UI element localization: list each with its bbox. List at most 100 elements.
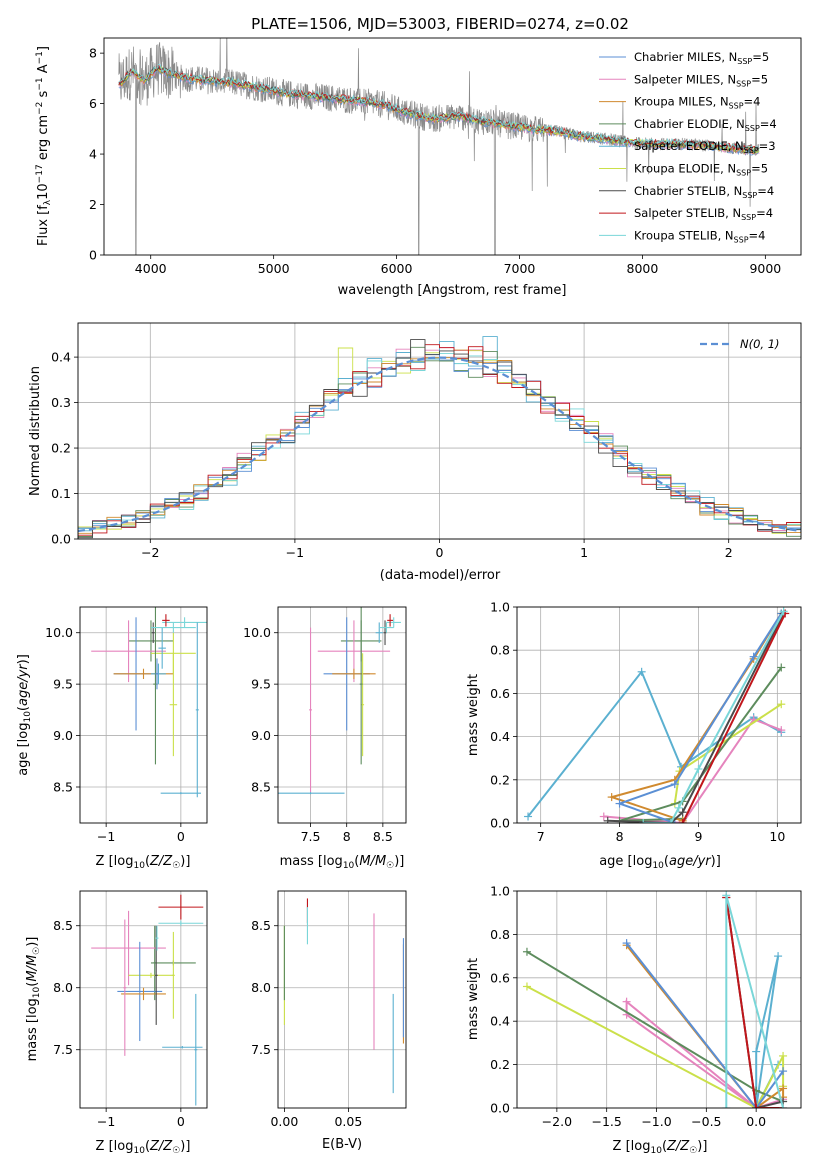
data-point	[722, 1104, 731, 1108]
data-point	[674, 803, 683, 812]
error-bar	[128, 620, 174, 662]
data-point	[779, 1067, 788, 1076]
y-tick-label: 10.0	[45, 625, 73, 640]
y-tick-label: 0.6	[490, 970, 510, 985]
legend-entry: Salpeter MILES, NSSP=5	[634, 72, 768, 88]
series	[599, 715, 786, 823]
series	[524, 667, 786, 821]
series-line	[526, 985, 785, 1108]
data-point	[694, 765, 703, 773]
y-tick-label: 8.5	[251, 780, 271, 795]
y-tick-label: 0.4	[490, 729, 510, 744]
data-point	[670, 780, 679, 789]
plot-area	[91, 607, 207, 798]
axes-massweight_vs_Z: −2.0 −1.5 −1.0 −0.5 0.0 0.0 0.2 0.4 0.6 0.8 1.0	[490, 884, 802, 1129]
plot-area	[522, 891, 788, 1108]
legend: N(0, 1)	[700, 337, 780, 351]
legend-entry: Chabrier MILES, NSSP=5	[634, 50, 769, 66]
x-tick-label: 9	[694, 829, 702, 844]
series	[722, 891, 788, 1108]
x-tick-label: 7.5	[301, 829, 321, 844]
data-point	[777, 663, 786, 672]
y-axis-label: Normed distribution	[28, 366, 43, 496]
axes-mass_vs_ebv: 0.00 0.05 7.5 8.0 8.5	[251, 890, 407, 1129]
x-axis-label: Z [log10(Z/Z☉)]	[96, 854, 191, 871]
error-bar	[155, 925, 159, 951]
error-bar	[278, 792, 345, 795]
x-tick-label: 0	[177, 829, 185, 844]
error-bar	[194, 993, 198, 1106]
series	[678, 609, 790, 823]
x-tick-label: −2	[141, 545, 159, 560]
x-tick-label: 7000	[504, 261, 536, 276]
data-point	[522, 982, 531, 991]
residual-histogram	[78, 344, 801, 539]
y-tick-label: 8.5	[53, 918, 73, 933]
error-bar	[151, 622, 155, 643]
series-line	[625, 942, 784, 1108]
y-tick-label: 8	[89, 46, 97, 61]
y-tick-label: 8.5	[53, 780, 73, 795]
x-tick-label: 4000	[135, 261, 167, 276]
data-point	[622, 997, 631, 1006]
x-tick-label: −1.0	[641, 1114, 671, 1129]
data-point	[615, 799, 624, 808]
data-point	[752, 1104, 761, 1108]
x-tick-label: 8	[616, 829, 624, 844]
data-point	[666, 819, 675, 823]
y-tick-label: 0.1	[51, 486, 71, 501]
data-point	[603, 816, 612, 823]
x-axis-label: (data-model)/error	[380, 568, 501, 583]
x-tick-label: −0.5	[691, 1114, 721, 1129]
error-bar	[387, 614, 393, 627]
axes-frame	[277, 890, 407, 1109]
x-tick-label: 8	[343, 829, 351, 844]
plot-area	[118, 38, 760, 255]
series	[639, 607, 788, 823]
x-tick-label: −1	[97, 829, 115, 844]
legend-entry: Chabrier STELIB, NSSP=4	[634, 184, 774, 200]
data-point	[522, 947, 531, 956]
data-point	[722, 891, 731, 900]
y-tick-label: 1.0	[490, 884, 510, 899]
y-tick-label: 0.4	[51, 350, 71, 365]
axes-frame	[79, 890, 208, 1109]
legend-entry: Salpeter ELODIE, NSSP=3	[634, 139, 776, 155]
error-bar	[171, 931, 175, 1019]
x-axis-label: Z [log10(Z/Z☉)]	[613, 1139, 708, 1156]
error-bar	[162, 1046, 203, 1049]
legend-entry: N(0, 1)	[740, 337, 780, 351]
y-tick-label: 0.2	[490, 772, 510, 787]
x-tick-label: 0.05	[334, 1114, 362, 1129]
series-line	[681, 613, 787, 823]
legend-entry: Salpeter STELIB, NSSP=4	[634, 206, 773, 222]
x-axis-label: E(B-V)	[322, 1137, 362, 1152]
y-tick-label: 0.0	[51, 532, 71, 547]
error-bar	[91, 910, 166, 986]
data-point	[599, 812, 608, 821]
error-bar	[128, 972, 174, 978]
x-tick-label: 1	[580, 545, 588, 560]
data-point	[752, 1047, 761, 1056]
axes-frame	[77, 322, 802, 540]
y-tick-label: 9.0	[53, 728, 73, 743]
axes-frame	[516, 606, 802, 824]
y-tick-label: 8.0	[251, 980, 271, 995]
error-bar	[91, 620, 166, 683]
axes-massweight_vs_age: 7 8 9 10 0.0 0.2 0.4 0.6 0.8 1.0	[490, 600, 802, 844]
y-tick-label: 10.0	[243, 625, 271, 640]
x-tick-label: 0	[436, 545, 444, 560]
error-bar	[169, 653, 178, 757]
error-bar	[162, 614, 170, 627]
axes-residuals: −2 −1 0 1 2 0.0 0.1 0.2 0.3 0.4	[51, 322, 802, 560]
legend-entry: Kroupa MILES, NSSP=4	[634, 95, 760, 111]
y-tick-label: 1.0	[490, 600, 510, 615]
x-axis-label: Z [log10(Z/Z☉)]	[96, 1139, 191, 1156]
error-bar	[117, 941, 163, 1042]
axes-age_vs_mass: 7.5 8 8.5 8.5 9.0 9.5 10.0	[243, 606, 407, 844]
y-axis-label: mass [log10(M/M☉)]	[25, 937, 42, 1062]
plot-area	[91, 894, 204, 1106]
legend-entry: Kroupa STELIB, NSSP=4	[634, 228, 765, 244]
data-point	[607, 793, 616, 802]
